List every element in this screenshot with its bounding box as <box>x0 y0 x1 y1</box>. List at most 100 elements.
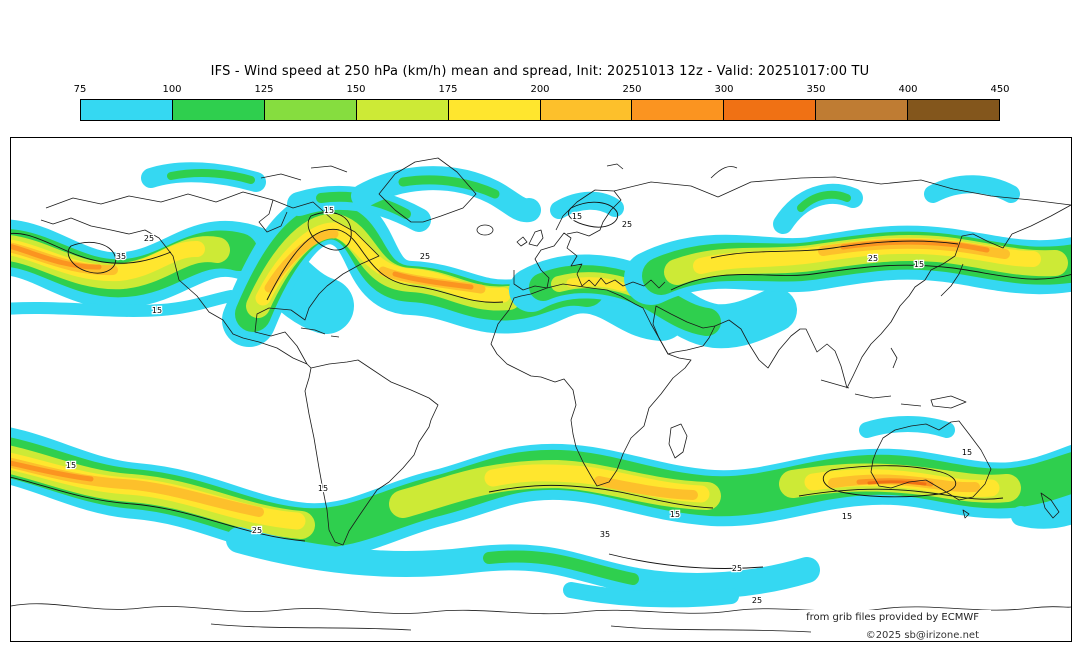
wind-speed-shading <box>11 162 1071 608</box>
coastline-asia-north <box>613 176 1071 235</box>
jet-band-segment <box>11 244 102 270</box>
contour-label: 35 <box>600 530 610 539</box>
contour-label: 15 <box>842 512 852 521</box>
colorbar-segment <box>724 100 817 120</box>
colorbar-tick: 200 <box>530 84 550 95</box>
contour-label: 25 <box>732 564 742 573</box>
spread-contour-line <box>822 465 957 498</box>
coastline-arabia <box>652 305 716 355</box>
colorbar-tick: 300 <box>714 84 734 95</box>
contour-label: 25 <box>420 252 430 261</box>
contour-label: 15 <box>572 212 582 221</box>
jet-band-segment <box>924 175 1020 203</box>
coastline-segment <box>45 191 380 369</box>
spread-contours <box>11 201 1071 569</box>
colorbar-segment <box>264 100 357 120</box>
colorbar-tick-labels: 75 100 125 150 175 200 250 300 350 400 450 <box>74 84 1010 97</box>
colorbar-segment <box>81 100 173 120</box>
coastline-south-america <box>304 359 439 546</box>
jet-band-segment <box>1011 503 1071 529</box>
contour-labels: 25 35 15 15 25 15 25 25 15 15 35 15 25 15 25 15 25 15 <box>65 205 974 606</box>
spread-contour-line <box>670 264 1071 291</box>
coastline-antarctica-inner <box>210 623 812 633</box>
spread-contour-line <box>307 212 352 251</box>
spread-contour-line <box>266 228 504 303</box>
spread-contour-line <box>11 476 306 542</box>
jet-band-segment <box>11 290 237 317</box>
coastline-caribbean <box>300 327 340 338</box>
credit-backdrop <box>791 610 991 624</box>
map-credits: from grib files provided by ECMWF ©2025 … <box>791 610 991 641</box>
map-frame: 25 35 15 15 25 15 25 25 15 15 35 15 25 15 25 15 25 15 fro… <box>10 137 1072 642</box>
colorbar-segment <box>816 100 909 120</box>
coastline-scandinavia <box>555 189 622 237</box>
contour-label: 25 <box>752 596 762 605</box>
coastlines <box>11 157 1071 633</box>
credit-source: from grib files provided by ECMWF <box>806 612 979 623</box>
contour-label: 25 <box>144 234 154 243</box>
colorbar-segment <box>540 100 633 120</box>
contour-label: 15 <box>152 306 162 315</box>
jet-band-segment <box>398 175 500 199</box>
contour-label: 25 <box>252 526 262 535</box>
spread-contour-line <box>11 232 172 264</box>
coastline-europe <box>513 232 666 291</box>
jet-band-segment <box>226 527 820 599</box>
coastline-greenland <box>378 157 477 223</box>
spread-contour-line <box>710 240 959 259</box>
coastline-antarctica <box>11 603 1071 615</box>
contour-label: 15 <box>324 206 334 215</box>
coastline-indonesia <box>820 347 967 409</box>
jet-band-segment <box>840 239 990 253</box>
colorbar-tick: 100 <box>162 84 182 95</box>
coastline-new-zealand <box>962 492 1060 519</box>
world-map: 25 35 15 15 25 15 25 25 15 15 35 15 25 15 25 15 25 15 fro… <box>11 157 1071 641</box>
coastline-iceland <box>476 224 494 236</box>
colorbar-segment <box>448 100 541 120</box>
spread-contour-line <box>608 553 764 569</box>
contour-label: 25 <box>868 254 878 263</box>
colorbar-segment <box>172 100 265 120</box>
contour-label: 25 <box>622 220 632 229</box>
jet-band-segment <box>563 582 739 608</box>
jet-band-segment <box>566 277 628 292</box>
coastline-british-isles <box>516 229 544 247</box>
colorbar-tick: 125 <box>254 84 274 95</box>
colorbar-tick: 350 <box>806 84 826 95</box>
colorbar-tick: 175 <box>438 84 458 95</box>
contour-label: 15 <box>66 461 76 470</box>
spread-contour-line <box>568 201 619 228</box>
spread-contour-line <box>67 242 117 274</box>
jet-band-segment <box>483 550 639 585</box>
jet-band-segment <box>550 191 624 219</box>
credit-backdrop <box>851 627 991 640</box>
coastline-madagascar <box>668 423 688 459</box>
spread-contour-line <box>488 484 714 509</box>
spread-contour-line <box>798 488 1004 500</box>
coastline-segment <box>40 217 308 365</box>
contour-label: 15 <box>914 260 924 269</box>
colorbar-tick: 150 <box>346 84 366 95</box>
colorbar-tick: 450 <box>990 84 1010 95</box>
coastline-segment <box>258 199 288 233</box>
colorbar-tick: 75 <box>73 84 87 95</box>
colorbar <box>80 99 1000 121</box>
coastline-australia <box>870 420 992 501</box>
jet-band-segment <box>859 416 955 438</box>
colorbar-tick: 250 <box>622 84 642 95</box>
chart-title: IFS - Wind speed at 250 hPa (km/h) mean … <box>210 64 870 79</box>
credit-copyright: ©2025 sb@irizone.net <box>866 630 979 641</box>
jet-band-segment <box>867 480 927 486</box>
colorbar-segment <box>908 100 1000 120</box>
contour-label: 35 <box>116 252 126 261</box>
coastline-asia-east-south <box>714 233 1013 389</box>
contour-label: 15 <box>670 510 680 519</box>
jet-band-segment <box>797 190 851 212</box>
contour-label: 15 <box>962 448 972 457</box>
colorbar-segment <box>356 100 449 120</box>
colorbar-tick: 400 <box>898 84 918 95</box>
contour-label: 15 <box>318 484 328 493</box>
coastline-arctic-islands <box>260 163 738 181</box>
coastline-africa <box>490 283 692 487</box>
